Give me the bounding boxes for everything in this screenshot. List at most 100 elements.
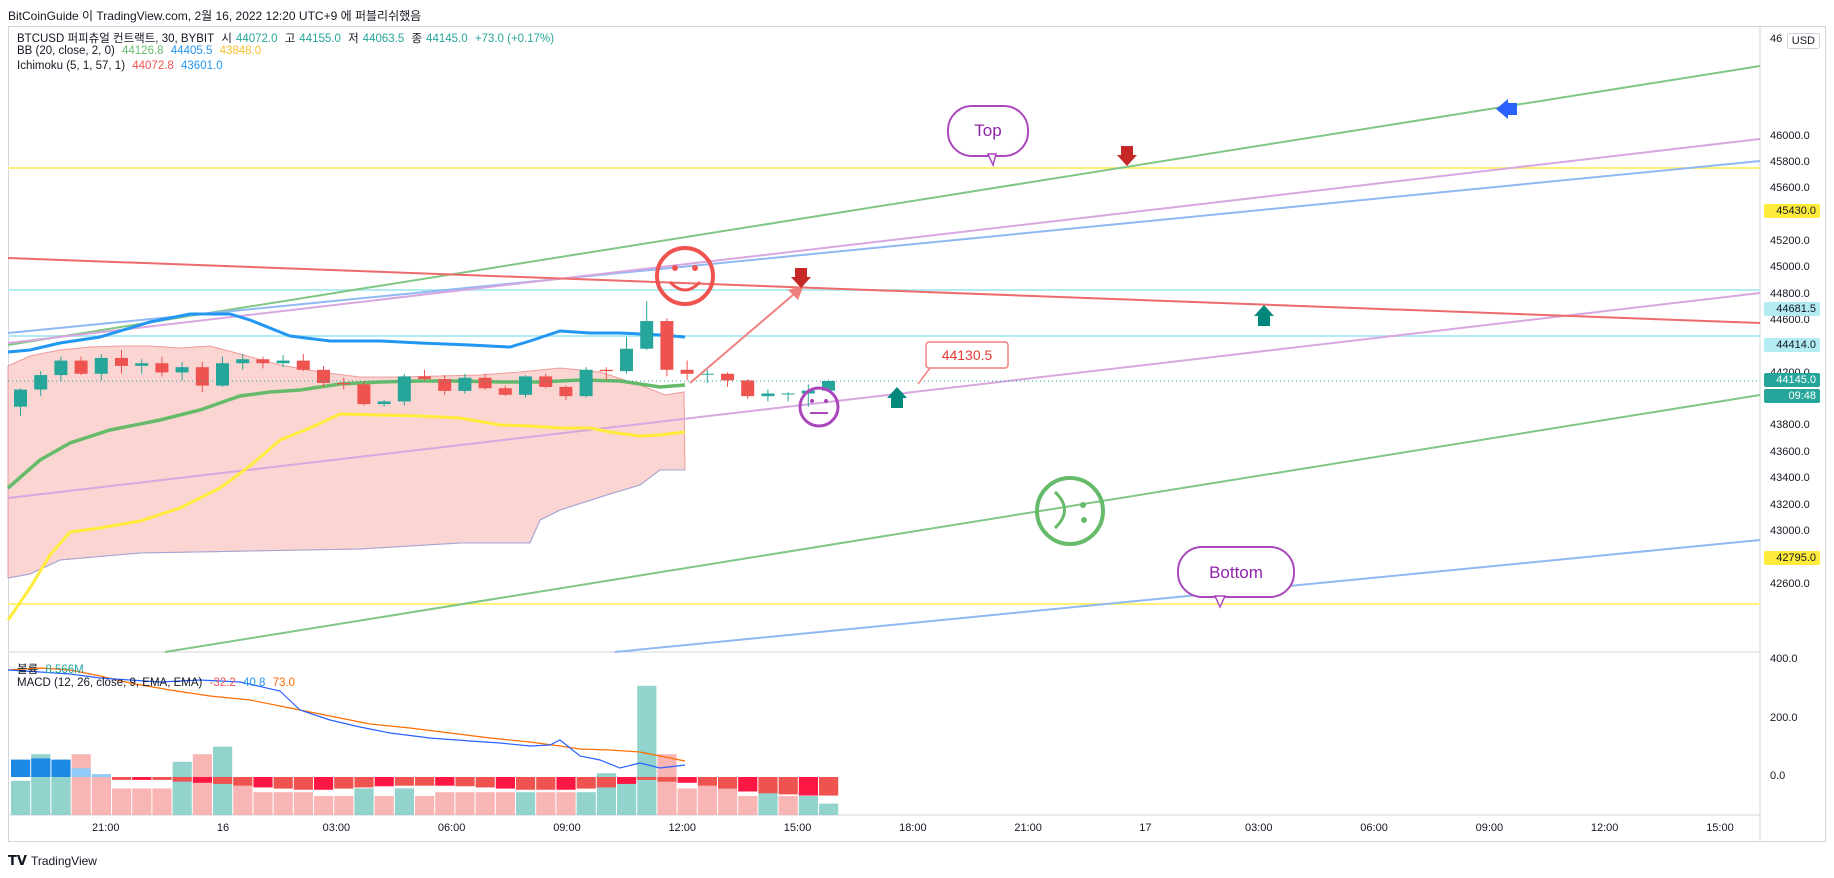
ichimoku-b-value: 43601.0 [181, 60, 223, 72]
macd-hist-bar [495, 777, 515, 789]
macd-hist-bar [657, 777, 677, 782]
time-tick-label: 15:00 [783, 822, 812, 834]
volume-bar [253, 792, 273, 815]
price-tick-label: 46 [1770, 33, 1783, 45]
ichimoku-label: Ichimoku (5, 1, 57, 1) [17, 60, 126, 72]
macd-hist-bar [819, 777, 839, 796]
time-tick-label: 09:00 [553, 822, 581, 834]
up-arrow-icon [887, 387, 907, 408]
macd-tick-label: 0.0 [1770, 770, 1786, 782]
candle-body [741, 380, 755, 397]
candle-body [397, 376, 411, 402]
volume-bar [192, 754, 212, 815]
volume-bar [152, 788, 172, 815]
macd-hist-bar [758, 777, 778, 794]
time-tick-label: 03:00 [1245, 822, 1273, 834]
price-tag: 42795.0 [1764, 550, 1820, 565]
price-tick-label: 43800.0 [1770, 419, 1810, 432]
time-tick-label: 21:00 [92, 822, 120, 834]
currency-button[interactable]: USD [1786, 33, 1820, 49]
macd-hist-bar [314, 777, 334, 790]
macd-hist-bar [697, 777, 717, 786]
price-tick-label: 43200.0 [1770, 498, 1810, 511]
macd-label: MACD (12, 26, close, 9, EMA, EMA) [17, 677, 203, 689]
published-line: BitCoinGuide 이 TradingView.com, 2월 16, 2… [8, 9, 422, 23]
volume-bar [455, 792, 475, 815]
candle-body [519, 376, 532, 395]
trendline-pink-lower [7, 292, 1761, 499]
candle-body [700, 373, 714, 375]
top-callout: Top [947, 105, 1029, 168]
macd-hist-bar [617, 777, 637, 784]
trendline-blue-lower [614, 539, 1761, 653]
candle-body [438, 379, 452, 391]
volume-bar [697, 784, 717, 815]
bb-lower-line [6, 412, 686, 621]
volume-bar [536, 792, 556, 815]
bb-lower-value: 43848.0 [219, 45, 262, 57]
macd-hist-bar [455, 777, 475, 787]
macd-hist-bar [233, 777, 253, 786]
bb-upper-value: 44405.5 [170, 45, 213, 57]
price-tick-label: 42600.0 [1770, 577, 1810, 590]
time-tick-label: 06:00 [437, 822, 466, 834]
price-callout: 44130.5 [917, 341, 1009, 385]
macd-hist-bar [152, 777, 172, 780]
macd-hist-bar [718, 777, 738, 789]
macd-legend[interactable]: MACD (12, 26, close, 9, EMA, EMA) -32.2 … [17, 677, 299, 689]
trendline-pink-upper [7, 138, 1761, 344]
volume-bars [11, 685, 839, 815]
volume-bar [617, 780, 637, 815]
close-value: 44145.0 [426, 33, 468, 45]
trendline-green-lower [164, 394, 1761, 653]
volume-legend[interactable]: 볼륨 8.566M [17, 661, 88, 677]
volume-bar [495, 792, 515, 815]
candle-body [680, 369, 694, 374]
volume-bar [132, 788, 152, 815]
macd-hist-bar [576, 777, 596, 789]
macd-hist-bar [354, 777, 374, 788]
macd-hist-bar [71, 768, 91, 777]
macd-line [7, 669, 686, 769]
candle-body [34, 375, 48, 390]
volume-bar [738, 796, 758, 815]
macd-hist-bar [536, 777, 556, 790]
candle-body [94, 357, 108, 374]
price-tag: 45430.0 [1764, 203, 1820, 218]
bar-countdown: 09:48 [1764, 389, 1820, 403]
volume-bar [293, 792, 313, 815]
macd-hist-bar [192, 777, 212, 783]
candles [14, 301, 835, 416]
time-tick-label: 09:00 [1475, 822, 1504, 834]
symbol-label[interactable]: BTCUSD 퍼피츄얼 컨트랙트, 30, BYBIT [17, 33, 215, 45]
macd-hist-bar [213, 777, 233, 784]
happy-face-icon [655, 246, 715, 306]
macd [7, 667, 839, 796]
time-tick-label: 15:00 [1706, 822, 1734, 834]
footer-brand[interactable]: 𝗧𝗩 TradingView [8, 853, 97, 869]
candle-body [478, 377, 492, 389]
bb-legend[interactable]: BB (20, close, 2, 0) 44126.8 44405.5 438… [17, 45, 265, 57]
candle-body [357, 384, 371, 405]
ichimoku-legend[interactable]: Ichimoku (5, 1, 57, 1) 44072.8 43601.0 [17, 60, 227, 72]
volume-bar [374, 796, 394, 815]
ichimoku-a-value: 44072.8 [132, 60, 174, 72]
trendline-green-upper [7, 65, 1761, 346]
tradingview-logo-icon: 𝗧𝗩 [8, 853, 27, 868]
top-callout-text: Top [974, 121, 1001, 140]
volume-bar [637, 685, 657, 815]
price-tick-label: 45800.0 [1770, 155, 1810, 168]
projection-arrow [689, 285, 804, 384]
volume-bar [556, 792, 576, 815]
candle-body [377, 401, 391, 405]
macd-tick-label: 200.0 [1770, 712, 1798, 724]
volume-bar [657, 754, 677, 815]
price-tick-label: 44600.0 [1770, 314, 1810, 327]
price-tag: 44681.5 [1764, 302, 1820, 317]
bb-basis-value: 44126.8 [122, 45, 164, 57]
price-tick-label: 43400.0 [1770, 472, 1810, 485]
time-tick-label: 06:00 [1360, 822, 1388, 834]
volume-bar [516, 792, 536, 815]
candle-body [115, 357, 128, 366]
